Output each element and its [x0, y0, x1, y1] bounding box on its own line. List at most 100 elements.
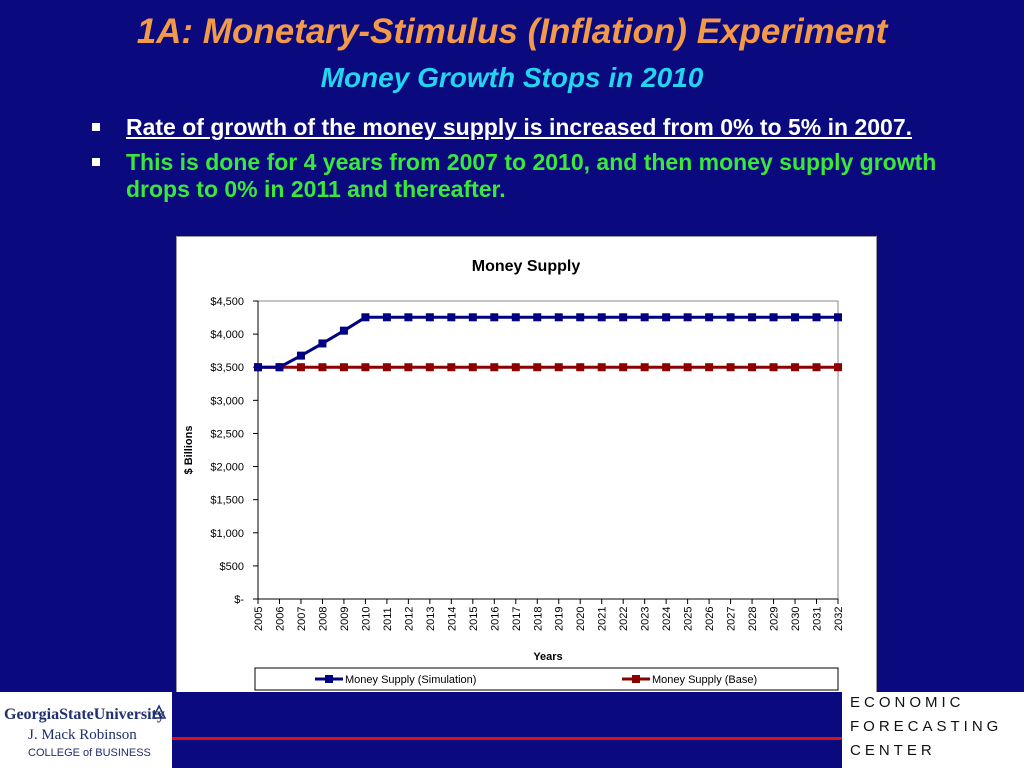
efc-logo: ECONOMIC FORECASTING CENTER — [842, 692, 1024, 768]
footer-divider — [172, 737, 842, 740]
data-point-base — [554, 363, 563, 372]
x-tick-label: 2032 — [833, 607, 845, 631]
slide-subtitle: Money Growth Stops in 2010 — [320, 62, 704, 93]
y-tick-label: $1,000 — [210, 528, 244, 540]
bullet-text-1: Rate of growth of the money supply is in… — [126, 114, 913, 140]
data-point-simulation — [361, 313, 370, 322]
x-tick-label: 2017 — [511, 607, 523, 631]
data-point-base — [834, 363, 842, 372]
x-tick-label: 2018 — [532, 607, 544, 631]
data-point-base — [597, 363, 606, 372]
y-tick-label: $- — [234, 594, 244, 606]
x-tick-label: 2005 — [253, 607, 265, 631]
data-point-simulation — [318, 339, 327, 348]
data-point-simulation — [339, 326, 348, 335]
data-point-base — [726, 363, 735, 372]
y-tick-label: $500 — [220, 561, 244, 573]
data-point-base — [490, 363, 499, 372]
data-point-simulation — [748, 313, 757, 322]
seal-icon — [151, 704, 167, 719]
data-point-simulation — [554, 313, 563, 322]
data-point-simulation — [533, 313, 542, 322]
y-tick-label: $2,500 — [210, 428, 244, 440]
data-point-simulation — [619, 313, 628, 322]
y-tick-label: $4,000 — [210, 329, 244, 341]
data-point-base — [705, 363, 714, 372]
data-point-base — [791, 363, 800, 372]
georgia-state-logo: GeorgiaStateUniversity J. Mack Robinson … — [0, 692, 172, 768]
data-point-simulation — [511, 313, 520, 322]
data-point-base — [447, 363, 456, 372]
x-tick-label: 2019 — [554, 607, 566, 631]
data-point-base — [662, 363, 671, 372]
x-tick-label: 2006 — [274, 607, 286, 631]
bullet-text-2: This is done for 4 years from 2007 to 20… — [126, 149, 937, 202]
data-point-simulation — [791, 313, 800, 322]
x-tick-label: 2022 — [618, 607, 630, 631]
data-point-simulation — [447, 313, 456, 322]
data-point-simulation — [425, 313, 434, 322]
data-point-base — [812, 363, 821, 372]
x-tick-label: 2015 — [468, 607, 480, 631]
data-point-base — [769, 363, 778, 372]
legend-marker — [325, 675, 333, 683]
data-point-simulation — [275, 363, 284, 372]
square-bullet-icon — [92, 158, 100, 166]
x-tick-label: 2024 — [661, 607, 673, 631]
x-tick-label: 2031 — [812, 607, 824, 631]
data-point-simulation — [640, 313, 649, 322]
x-tick-label: 2009 — [339, 607, 351, 631]
series-line-simulation — [258, 315, 838, 369]
data-point-simulation — [382, 313, 391, 322]
y-tick-label: $2,000 — [210, 462, 244, 474]
data-point-simulation — [490, 313, 499, 322]
logo-university-name: GeorgiaStateUniversity — [4, 706, 165, 723]
y-tick-label: $4,500 — [210, 296, 244, 308]
bullet-list: Rate of growth of the money supply is in… — [88, 114, 938, 211]
bullet-item: This is done for 4 years from 2007 to 20… — [88, 149, 938, 203]
data-point-base — [576, 363, 585, 372]
logo-school-name: J. Mack Robinson — [28, 727, 137, 743]
data-point-base — [382, 363, 391, 372]
x-tick-label: 2008 — [317, 607, 329, 631]
data-point-base — [683, 363, 692, 372]
x-tick-label: 2014 — [446, 607, 458, 631]
money-supply-chart: Money Supply $- $500 $1,000 $1,500 $2,000 $2,5… — [183, 258, 845, 691]
x-tick-label: 2016 — [489, 607, 501, 631]
x-tick-label: 2010 — [360, 607, 372, 631]
x-tick-label: 2012 — [403, 607, 415, 631]
slide-title: 1A: Monetary-Stimulus (Inflation) Experi… — [136, 12, 888, 51]
data-point-base — [339, 363, 348, 372]
square-bullet-icon — [92, 123, 100, 131]
chart-title: Money Supply — [472, 258, 581, 275]
x-tick-label: 2023 — [640, 607, 652, 631]
y-tick-label: $3,500 — [210, 362, 244, 374]
data-point-simulation — [705, 313, 714, 322]
data-point-base — [619, 363, 628, 372]
data-point-simulation — [662, 313, 671, 322]
efc-line-1: ECONOMIC — [850, 694, 965, 711]
data-point-simulation — [254, 363, 262, 372]
x-tick-label: 2026 — [704, 607, 716, 631]
x-tick-label: 2013 — [425, 607, 437, 631]
data-point-simulation — [726, 313, 735, 322]
logo-college-name: COLLEGE of BUSINESS — [28, 747, 151, 759]
bullet-item: Rate of growth of the money supply is in… — [88, 114, 938, 141]
data-point-base — [361, 363, 370, 372]
x-axis-label: Years — [533, 651, 562, 663]
data-point-simulation — [683, 313, 692, 322]
legend-marker — [632, 675, 640, 683]
data-point-base — [318, 363, 327, 372]
data-point-simulation — [812, 313, 821, 322]
legend-label: Money Supply (Simulation) — [345, 674, 476, 686]
x-tick-label: 2021 — [597, 607, 609, 631]
data-point-base — [748, 363, 757, 372]
data-point-simulation — [296, 351, 305, 360]
efc-line-3: CENTER — [850, 742, 936, 759]
data-point-simulation — [468, 313, 477, 322]
efc-line-2: FORECASTING — [850, 718, 1003, 735]
x-tick-label: 2020 — [575, 607, 587, 631]
data-point-base — [296, 363, 305, 372]
chart-container: Money Supply $- $500 $1,000 $1,500 $2,000 $2,5… — [176, 236, 877, 693]
x-tick-label: 2007 — [296, 607, 308, 631]
